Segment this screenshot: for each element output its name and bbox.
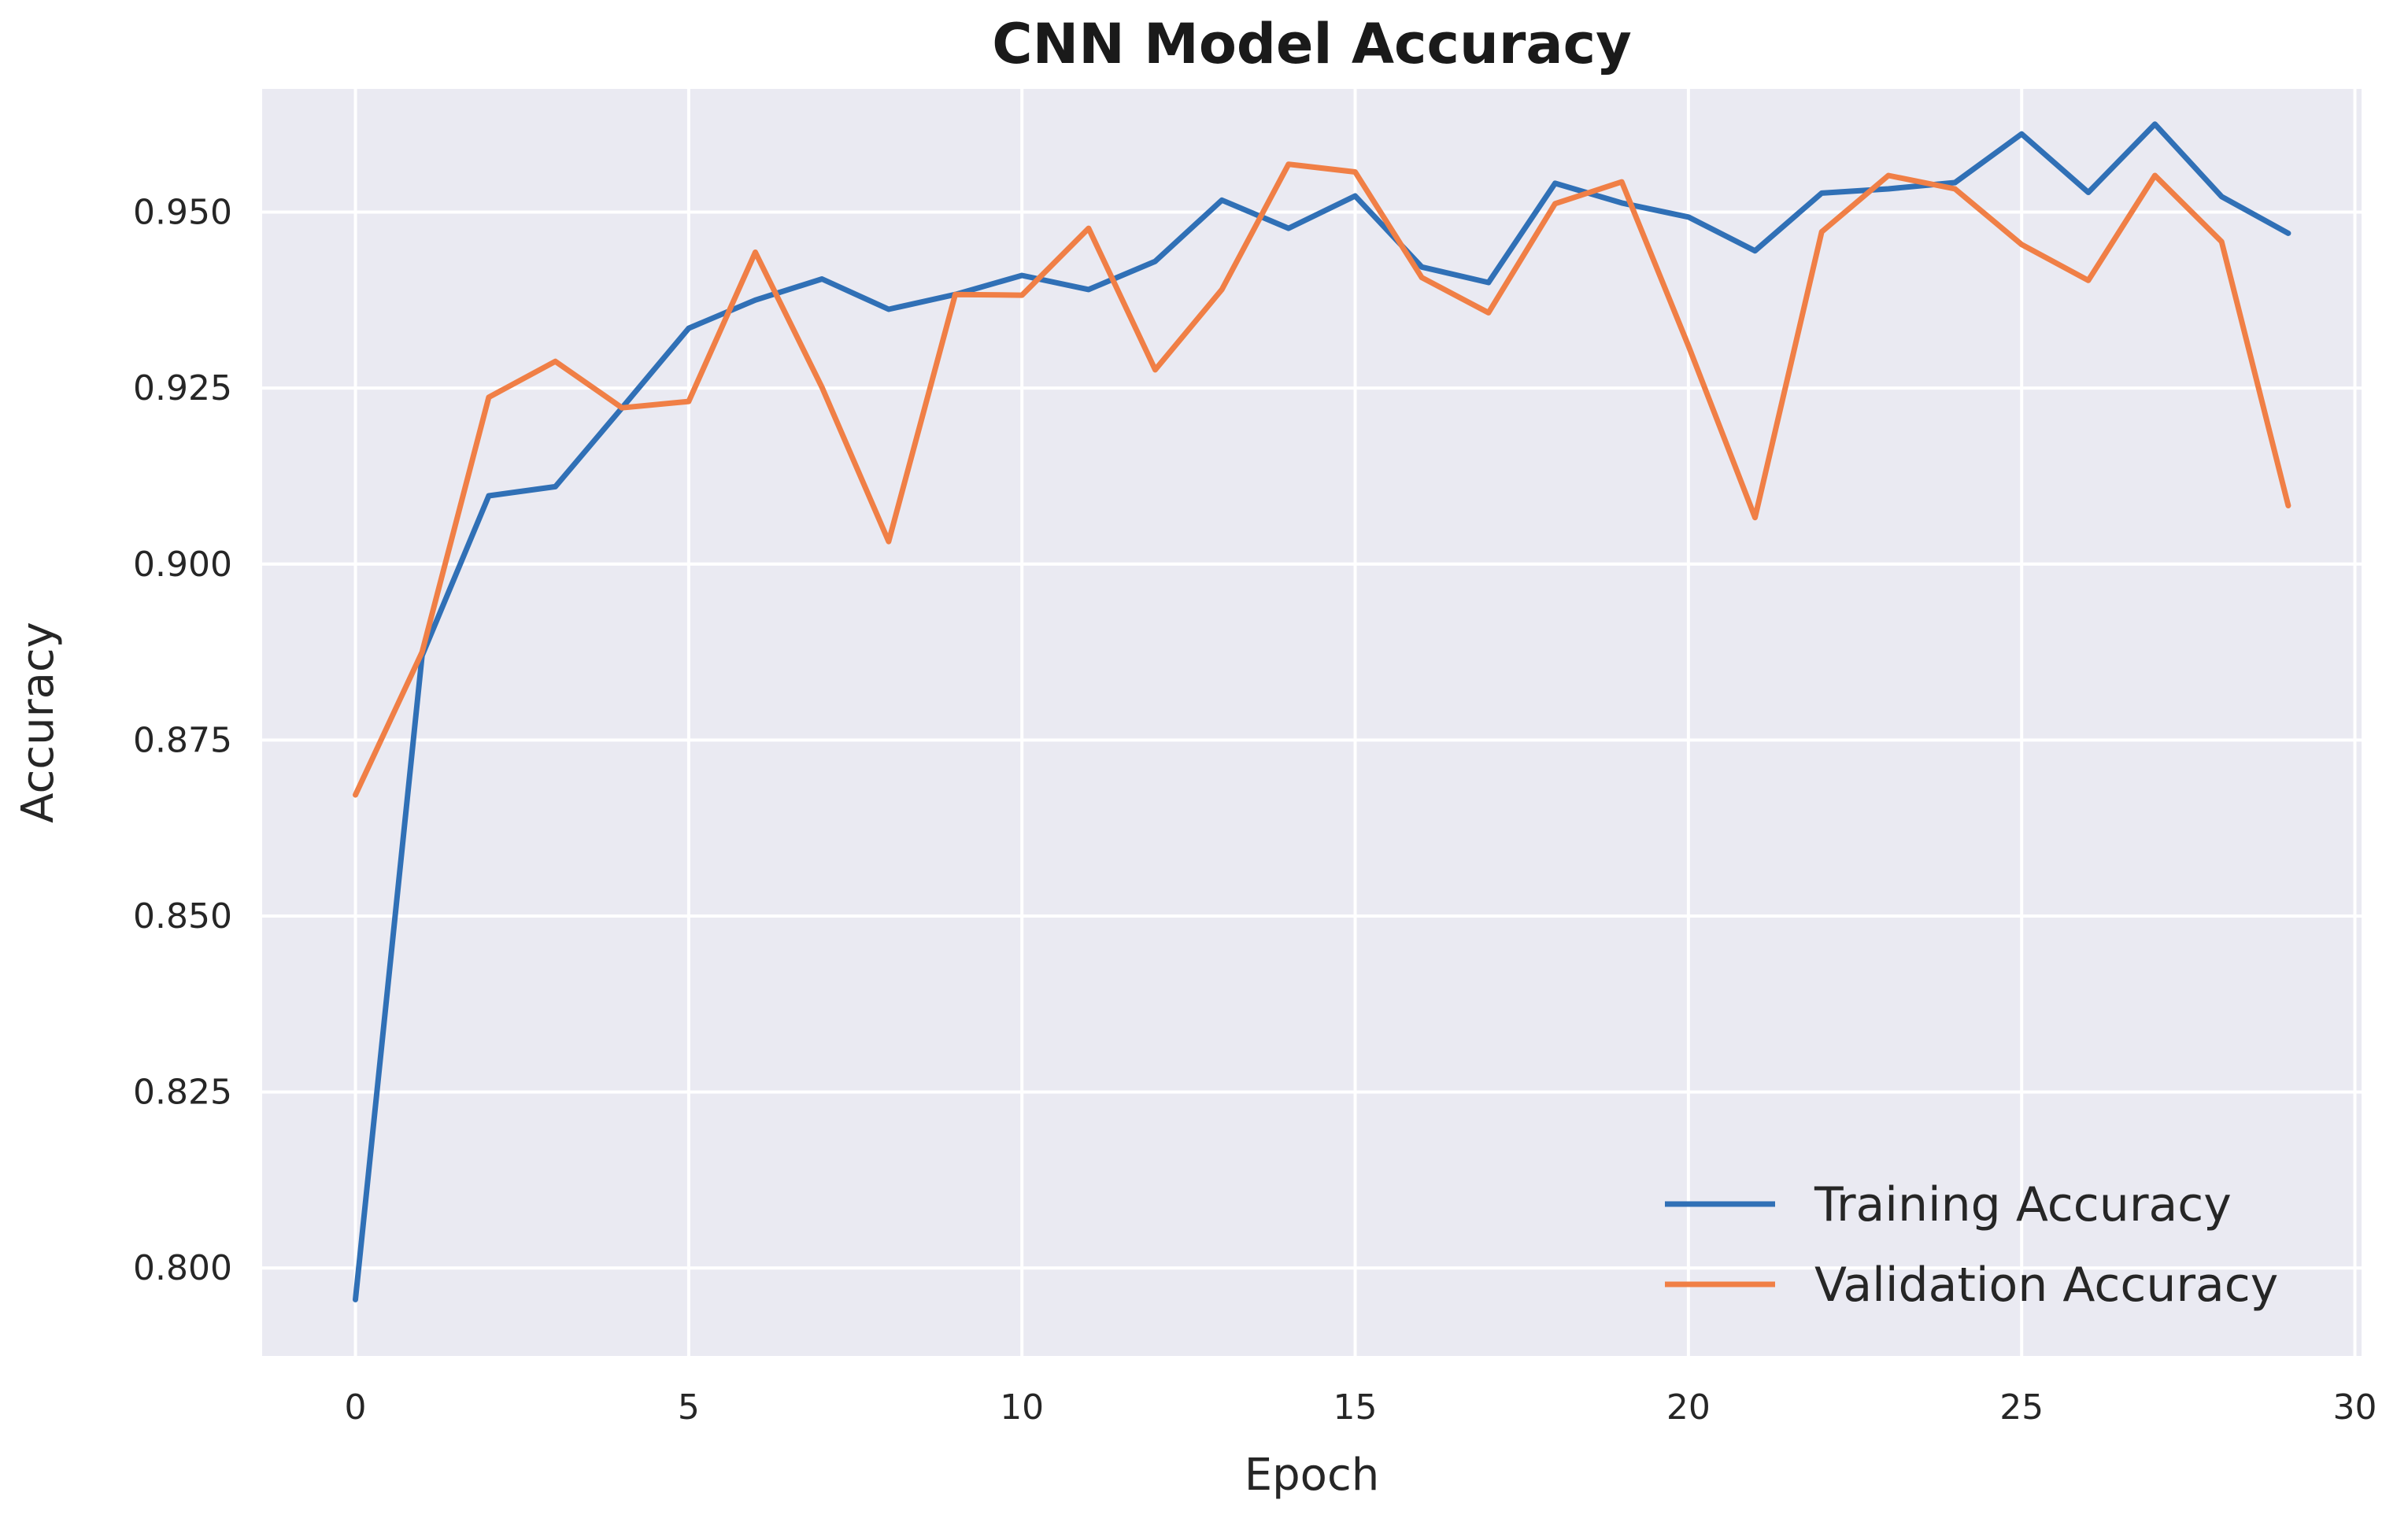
x-tick-label: 10 <box>1000 1387 1044 1428</box>
x-tick-label: 0 <box>345 1387 367 1428</box>
x-tick-labels: 0 5 10 15 20 25 30 <box>345 1387 2377 1428</box>
chart-title: CNN Model Accuracy <box>992 12 1632 76</box>
x-tick-label: 5 <box>678 1387 700 1428</box>
legend-label-training: Training Accuracy <box>1814 1177 2232 1232</box>
legend: Training Accuracy Validation Accuracy <box>1665 1177 2278 1313</box>
x-tick-label: 15 <box>1333 1387 1378 1428</box>
x-tick-label: 25 <box>1999 1387 2044 1428</box>
y-tick-label: 0.950 <box>133 193 232 233</box>
x-tick-label: 20 <box>1666 1387 1711 1428</box>
y-tick-label: 0.875 <box>133 720 232 760</box>
y-tick-label: 0.850 <box>133 896 232 936</box>
y-tick-label: 0.925 <box>133 368 232 408</box>
series-line-validation <box>353 161 2291 798</box>
series-line-training <box>353 121 2291 1302</box>
x-axis-title: Epoch <box>1245 1450 1379 1501</box>
x-tick-label: 30 <box>2333 1387 2377 1428</box>
plot-area <box>262 89 2362 1356</box>
series-lines <box>353 121 2291 1302</box>
y-tick-label: 0.900 <box>133 545 232 585</box>
gridlines <box>262 89 2362 1356</box>
y-tick-labels: 0.800 0.825 0.850 0.875 0.900 0.925 0.950 <box>133 193 232 1289</box>
y-tick-label: 0.800 <box>133 1248 232 1288</box>
y-tick-label: 0.825 <box>133 1073 232 1113</box>
y-axis-title: Accuracy <box>13 622 64 823</box>
legend-label-validation: Validation Accuracy <box>1814 1258 2278 1313</box>
